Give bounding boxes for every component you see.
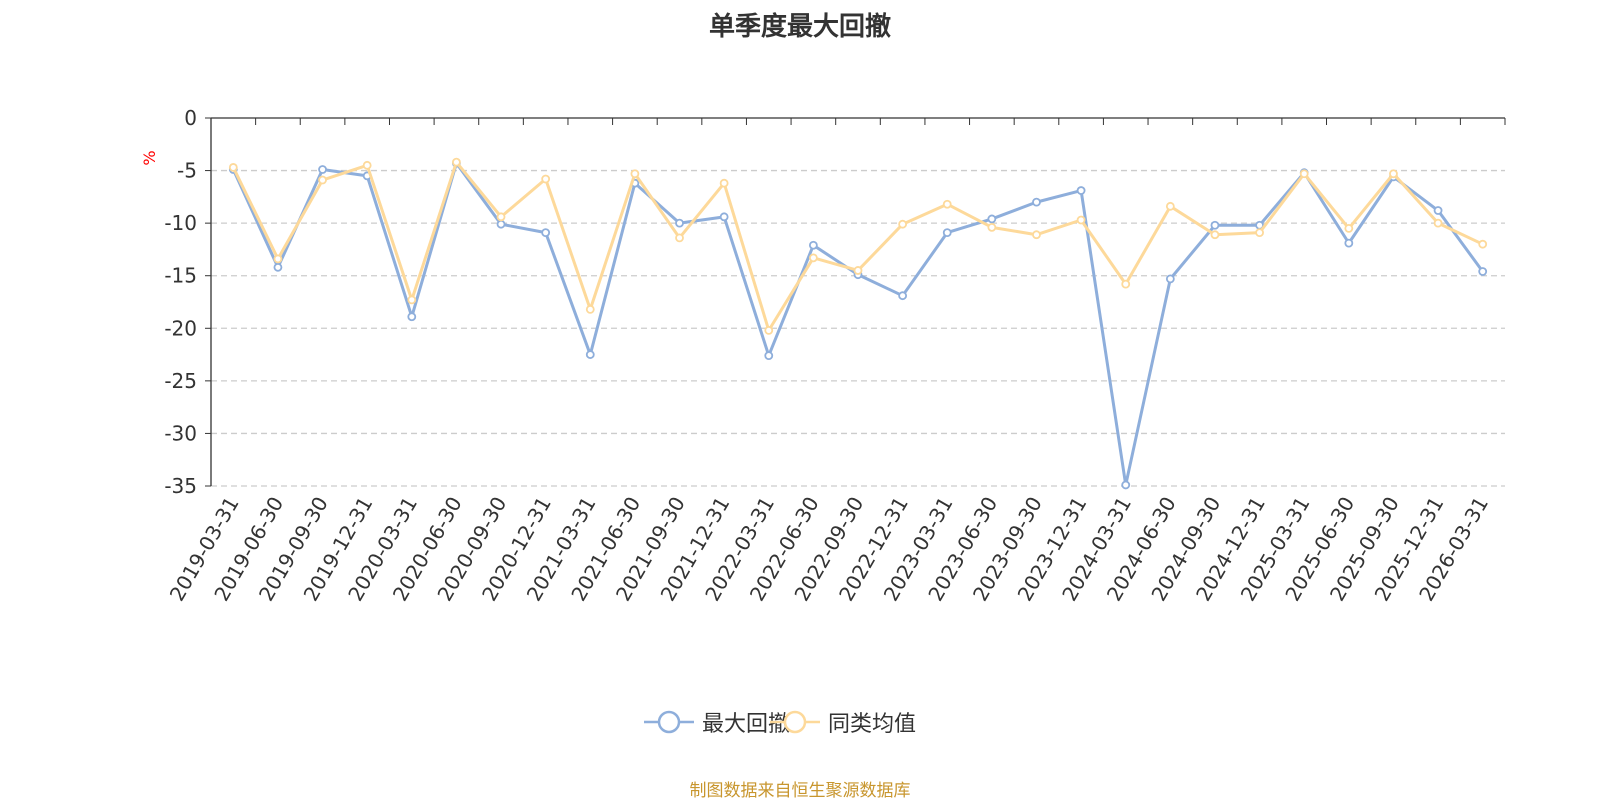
data-point [228, 163, 238, 172]
data-point [808, 240, 818, 250]
legend-label: 同类均值 [828, 712, 917, 737]
legend-label: 最大回撤 [701, 712, 790, 737]
y-tick-label: -15 [164, 264, 197, 288]
y-tick-label: -25 [164, 369, 197, 393]
data-point [853, 266, 863, 275]
data-point [1478, 267, 1488, 276]
data-point [1165, 274, 1175, 284]
data-point [1210, 220, 1220, 230]
data-point [273, 254, 283, 264]
chart-title: 单季度最大回撤 [708, 12, 891, 42]
data-point [585, 350, 595, 359]
data-point [273, 262, 283, 272]
y-tick-label: -5 [177, 159, 197, 183]
data-point [1032, 230, 1041, 240]
data-point [1299, 169, 1309, 179]
data-point [764, 325, 774, 335]
data-point [541, 174, 551, 184]
data-point [407, 312, 417, 322]
series-0 [228, 158, 1488, 490]
data-point [1210, 230, 1220, 240]
legend-line-circle-icon [770, 710, 820, 734]
y-tick-label: -35 [164, 474, 197, 498]
data-point [1032, 197, 1041, 207]
data-point [1255, 228, 1264, 238]
series-line [231, 160, 1484, 332]
data-point [318, 165, 327, 174]
legend-item[interactable]: 同类均值 [770, 706, 916, 738]
source-note: 制图数据来自恒生聚源数据库 [689, 781, 911, 801]
data-point [541, 228, 551, 238]
data-point [1121, 279, 1131, 289]
y-tick-label: -30 [164, 421, 197, 445]
data-point [452, 157, 461, 167]
legend-item[interactable]: 最大回撤 [643, 706, 790, 738]
data-point [1433, 218, 1443, 228]
data-point [764, 351, 774, 361]
data-point [630, 169, 640, 179]
series-line [231, 161, 1484, 487]
legend-line-circle-icon [643, 710, 694, 734]
y-tick-label: -20 [164, 316, 197, 340]
data-point [942, 199, 952, 209]
data-point [898, 219, 908, 229]
data-point [1478, 239, 1488, 249]
data-point [898, 291, 908, 301]
data-point [318, 175, 327, 185]
data-point [1344, 223, 1354, 233]
data-point [719, 178, 729, 188]
y-axis-label: % [140, 150, 159, 165]
data-point [496, 219, 506, 229]
data-point [987, 222, 997, 232]
data-point [942, 228, 952, 238]
data-point [1076, 215, 1086, 225]
legend: 最大回撤 同类均值 [0, 706, 1600, 738]
data-point [675, 218, 684, 228]
data-point [1165, 201, 1175, 211]
y-tick-label: -10 [164, 211, 197, 235]
y-tick-label: 0 [184, 106, 197, 130]
data-point [808, 253, 818, 263]
data-point [407, 295, 417, 305]
data-point [1076, 186, 1086, 195]
data-point [585, 304, 595, 314]
data-point [1344, 238, 1354, 248]
data-point [362, 160, 372, 170]
data-point [719, 212, 729, 222]
data-point [987, 214, 997, 224]
data-point [1121, 480, 1131, 490]
data-point [675, 233, 684, 243]
series-1 [228, 157, 1488, 335]
data-point [496, 212, 506, 222]
data-point [1389, 169, 1398, 179]
data-point [1433, 206, 1443, 215]
